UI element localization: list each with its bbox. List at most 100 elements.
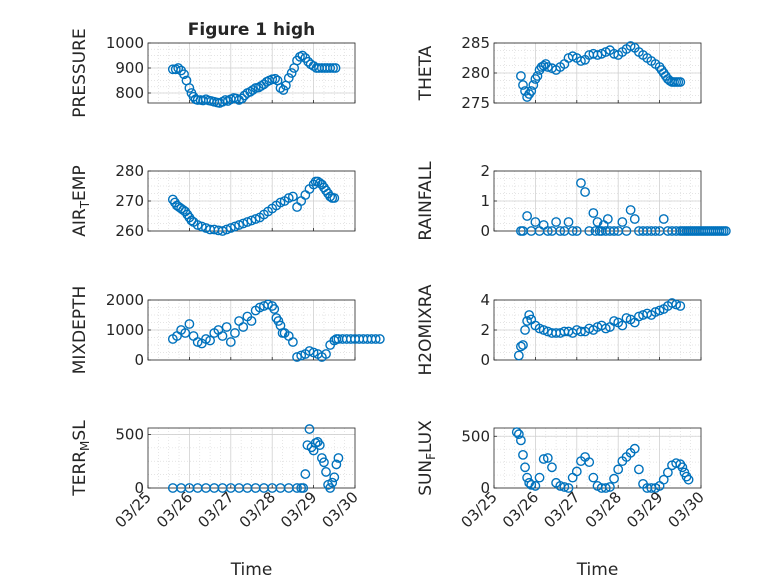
data-point (609, 226, 619, 236)
data-point (658, 214, 669, 224)
x-tick-label: 03/25 (458, 488, 501, 531)
x-tick-label: 03/30 (319, 488, 362, 531)
data-point (524, 310, 535, 320)
data-point (327, 477, 338, 488)
x-axis-label: Time (230, 560, 273, 580)
data-point (205, 335, 216, 346)
data-point (246, 316, 257, 326)
data-point (253, 82, 264, 93)
data-point (592, 50, 603, 60)
data-point (331, 459, 342, 470)
data-point (530, 74, 541, 84)
data-point (173, 63, 184, 73)
data-point (528, 80, 539, 90)
data-point (283, 73, 294, 83)
y-tick-label: 0 (480, 479, 490, 497)
data-point (542, 226, 553, 236)
data-point (263, 299, 273, 310)
data-point (370, 334, 381, 344)
data-point (559, 482, 570, 492)
data-point (547, 462, 557, 473)
data-point (329, 472, 340, 483)
data-point (621, 313, 632, 323)
data-point (247, 85, 258, 95)
data-point (254, 302, 265, 313)
data-point (576, 326, 586, 337)
data-point (186, 215, 197, 226)
data-point (180, 328, 191, 338)
data-point (304, 424, 315, 434)
subplot-theta: 275 280 285 THETA (416, 34, 702, 112)
data-point (617, 217, 628, 227)
data-point (518, 340, 528, 350)
y-axis-label: THETA (416, 45, 436, 101)
data-point (520, 325, 530, 335)
x-axis-label: Time (576, 560, 619, 580)
data-point (238, 218, 249, 229)
data-point (286, 68, 297, 78)
data-point (271, 313, 282, 323)
data-point (287, 191, 298, 202)
data-point (720, 226, 731, 236)
y-tick-label: 2 (480, 162, 490, 180)
data-point (571, 466, 582, 477)
x-tick-label: 03/28 (582, 488, 625, 531)
x-tick-label: 03/29 (623, 488, 666, 531)
data-point (617, 320, 628, 331)
data-point (518, 80, 528, 90)
data-point (230, 221, 240, 232)
data-point (609, 473, 619, 484)
data-point (522, 316, 533, 326)
data-point (654, 305, 665, 316)
data-point (192, 337, 203, 347)
y-tick-label: 2 (480, 321, 490, 339)
data-point (650, 226, 661, 236)
data-point (196, 221, 207, 232)
data-point (330, 63, 341, 73)
data-point (238, 322, 249, 332)
data-point (292, 483, 302, 493)
data-point (634, 311, 644, 322)
figure-title: Figure 1 high (188, 20, 316, 40)
data-point (625, 205, 636, 215)
data-point (234, 220, 244, 230)
y-axis-label: H2OMIXRA (416, 284, 436, 375)
data-point (542, 62, 553, 72)
y-tick-label: 500 (115, 425, 144, 443)
data-point (225, 223, 236, 233)
data-point (600, 323, 611, 334)
data-point (314, 440, 325, 451)
data-point (374, 334, 385, 344)
data-point (304, 346, 315, 356)
subplot-rainfall: 0 1 2 RAINFALL (416, 161, 731, 241)
data-point (270, 73, 280, 84)
x-tick-label: 03/27 (194, 488, 237, 531)
data-point (275, 83, 286, 93)
y-tick-label: 0 (480, 351, 490, 369)
y-axis-label: SUNFLUX (416, 420, 438, 496)
data-point (250, 214, 261, 224)
y-tick-label: 270 (115, 192, 144, 210)
data-point (584, 226, 595, 236)
y-tick-label: 275 (461, 94, 490, 112)
y-tick-label: 500 (461, 427, 490, 445)
data-point (567, 226, 578, 236)
subplot-terr-msl: 0 500 TERRMSL 03/2503/2603/2703/2803/2903/3… (70, 420, 362, 580)
subplot-air-temp: 260 270 280 AIRTEMP (70, 162, 356, 240)
data-point (677, 462, 688, 473)
data-point (530, 481, 541, 491)
data-point (542, 453, 553, 463)
data-point (534, 472, 545, 483)
data-point (667, 298, 677, 308)
y-tick-label: 0 (480, 222, 490, 240)
y-axis-label: MIXDEPTH (70, 286, 90, 375)
data-point (267, 301, 278, 311)
data-point (516, 435, 526, 446)
data-point (283, 193, 294, 203)
y-axis-label: TERRMSL (70, 420, 92, 497)
data-point (230, 328, 240, 338)
y-tick-label: 2000 (106, 291, 144, 309)
data-point (588, 208, 599, 218)
data-point (602, 214, 613, 224)
